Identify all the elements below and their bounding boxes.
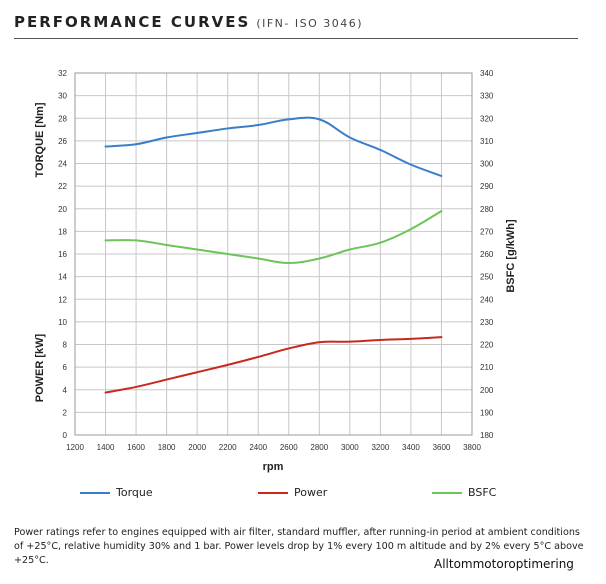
watermark-text: Alltommotoroptimering [434,557,574,571]
x-tick-label: 3200 [371,443,389,452]
x-tick-label: 2400 [249,443,267,452]
right-tick-label: 250 [480,273,494,282]
right-tick-label: 330 [480,92,494,101]
left-tick-label: 10 [58,318,67,327]
y-axis-label-torque: TORQUE [Nm] [34,102,46,177]
legend-swatch-power [258,491,288,494]
right-tick-label: 190 [480,408,494,417]
x-tick-label: 3000 [341,443,359,452]
left-tick-label: 28 [58,114,67,123]
chart-title: PERFORMANCE CURVES [14,13,251,31]
legend-item-torque: Torque [80,486,153,499]
chart-legend: Torque Power BSFC [0,486,606,504]
y-axis-label-power: POWER [kW] [34,333,46,402]
series-line-power [104,336,443,394]
left-tick-label: 22 [58,182,67,191]
right-tick-label: 290 [480,182,494,191]
right-tick-label: 340 [480,69,494,78]
left-tick-label: 12 [58,295,67,304]
right-tick-label: 220 [480,341,494,350]
left-tick-label: 24 [58,160,67,169]
left-tick-label: 20 [58,205,67,214]
x-tick-label: 1200 [66,443,84,452]
left-tick-label: 2 [63,408,68,417]
left-tick-label: 30 [58,92,67,101]
right-tick-label: 320 [480,114,494,123]
chart-grid [74,72,473,436]
x-tick-label: 2000 [188,443,206,452]
x-tick-label: 2200 [219,443,237,452]
right-tick-label: 280 [480,205,494,214]
plot-area-border [74,72,473,436]
x-axis-label: rpm [263,461,284,473]
performance-chart: 0246810121416182022242628303218019020021… [34,69,517,473]
legend-swatch-torque [80,491,110,494]
left-tick-label: 8 [63,341,68,350]
right-tick-label: 230 [480,318,494,327]
legend-label-power: Power [294,486,328,499]
right-tick-label: 270 [480,227,494,236]
x-tick-label: 1600 [127,443,145,452]
chart-tick-labels: 0246810121416182022242628303218019020021… [58,69,494,452]
x-tick-label: 3600 [433,443,451,452]
y-axis-label-bsfc: BSFC [g/kWh] [505,219,517,293]
right-tick-label: 260 [480,250,494,259]
right-tick-label: 310 [480,137,494,146]
chart-header: PERFORMANCE CURVES (IFN- ISO 3046) [14,12,578,39]
right-tick-label: 200 [480,386,494,395]
chart-subtitle: (IFN- ISO 3046) [256,17,364,30]
legend-label-bsfc: BSFC [468,486,497,499]
x-tick-label: 2800 [310,443,328,452]
chart-series-lines [104,116,443,394]
x-tick-label: 3800 [463,443,481,452]
left-tick-label: 0 [63,431,68,440]
left-tick-label: 6 [63,363,68,372]
series-line-torque [104,116,443,177]
left-tick-label: 18 [58,227,67,236]
x-tick-label: 1800 [158,443,176,452]
left-tick-label: 14 [58,273,67,282]
legend-item-bsfc: BSFC [432,486,496,499]
left-tick-label: 16 [58,250,67,259]
left-tick-label: 4 [63,386,68,395]
right-tick-label: 180 [480,431,494,440]
legend-item-power: Power [258,486,327,499]
left-tick-label: 26 [58,137,67,146]
left-tick-label: 32 [58,69,67,78]
x-tick-label: 2600 [280,443,298,452]
legend-swatch-bsfc [432,491,462,494]
legend-label-torque: Torque [116,486,153,499]
footnote-text: Power ratings refer to engines equipped … [14,527,584,566]
series-line-bsfc [104,210,443,265]
x-tick-label: 1400 [97,443,115,452]
right-tick-label: 300 [480,160,494,169]
x-tick-label: 3400 [402,443,420,452]
right-tick-label: 210 [480,363,494,372]
right-tick-label: 240 [480,295,494,304]
